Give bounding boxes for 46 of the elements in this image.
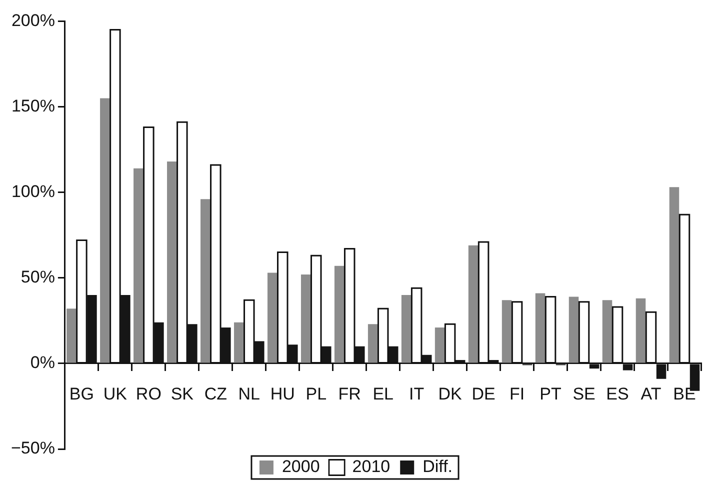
bar [401,294,412,363]
y-tick-label: 150% [11,96,55,116]
bar [100,98,110,363]
x-tick-label: FR [338,384,361,404]
x-tick-label: RO [136,384,162,404]
bar [334,266,344,363]
x-tick-label: IT [409,384,424,404]
x-tick-label: DK [438,384,463,404]
x-tick-label: HU [270,384,295,404]
x-tick-label: SK [170,384,194,404]
legend-label: 2010 [352,457,390,476]
legend-label: Diff. [422,457,453,476]
bar [669,187,680,363]
x-tick-label: ES [606,384,629,404]
bar [134,168,144,363]
bar [434,328,445,363]
y-tick-label: −50% [11,438,55,458]
bar [535,293,546,363]
bar [602,300,612,363]
x-tick-label: SE [572,384,596,404]
x-tick-label: CZ [204,384,227,404]
x-tick-label: NL [238,384,260,404]
y-tick-label: 200% [11,10,55,30]
bar [368,324,378,363]
bar [200,199,210,363]
bar [502,300,512,363]
x-tick-label: BG [69,384,94,404]
bar [468,245,478,363]
x-tick-label: EL [372,384,394,404]
x-tick-label: PT [540,384,562,404]
bar [568,296,579,363]
y-tick-label: 0% [30,353,55,372]
x-tick-label: DE [472,384,496,404]
bar [234,322,244,363]
legend-label: 2000 [282,457,320,476]
bar [300,274,311,363]
bar [636,298,646,363]
bar [167,162,177,363]
x-tick-label: AT [640,384,662,404]
x-tick-label: PL [306,384,327,404]
bar [66,308,76,363]
bar [267,272,278,363]
x-tick-label: FI [510,384,525,404]
y-tick-label: 100% [11,182,55,202]
y-tick-label: 50% [20,268,55,287]
x-tick-label: UK [103,384,128,404]
